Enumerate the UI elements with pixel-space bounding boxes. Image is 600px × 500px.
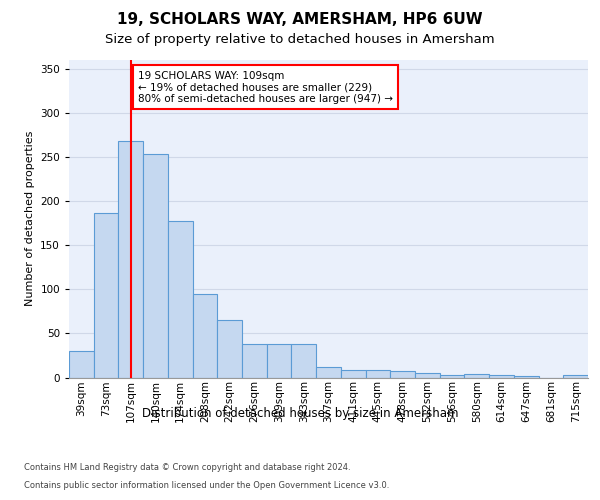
Bar xyxy=(217,320,242,378)
Text: Size of property relative to detached houses in Amersham: Size of property relative to detached ho… xyxy=(105,32,495,46)
Bar xyxy=(390,372,415,378)
Text: Contains HM Land Registry data © Crown copyright and database right 2024.: Contains HM Land Registry data © Crown c… xyxy=(24,464,350,472)
Bar xyxy=(365,370,390,378)
Bar xyxy=(118,141,143,378)
Y-axis label: Number of detached properties: Number of detached properties xyxy=(25,131,35,306)
Bar xyxy=(316,367,341,378)
Bar xyxy=(415,373,440,378)
Bar xyxy=(489,375,514,378)
Bar xyxy=(464,374,489,378)
Text: Distribution of detached houses by size in Amersham: Distribution of detached houses by size … xyxy=(142,408,458,420)
Text: Contains public sector information licensed under the Open Government Licence v3: Contains public sector information licen… xyxy=(24,481,389,490)
Bar xyxy=(168,222,193,378)
Bar xyxy=(292,344,316,378)
Bar xyxy=(514,376,539,378)
Bar xyxy=(69,351,94,378)
Bar xyxy=(267,344,292,378)
Text: 19 SCHOLARS WAY: 109sqm
← 19% of detached houses are smaller (229)
80% of semi-d: 19 SCHOLARS WAY: 109sqm ← 19% of detache… xyxy=(138,70,393,104)
Bar xyxy=(563,375,588,378)
Text: 19, SCHOLARS WAY, AMERSHAM, HP6 6UW: 19, SCHOLARS WAY, AMERSHAM, HP6 6UW xyxy=(117,12,483,28)
Bar xyxy=(193,294,217,378)
Bar xyxy=(341,370,365,378)
Bar xyxy=(143,154,168,378)
Bar xyxy=(242,344,267,378)
Bar xyxy=(440,375,464,378)
Bar xyxy=(94,214,118,378)
